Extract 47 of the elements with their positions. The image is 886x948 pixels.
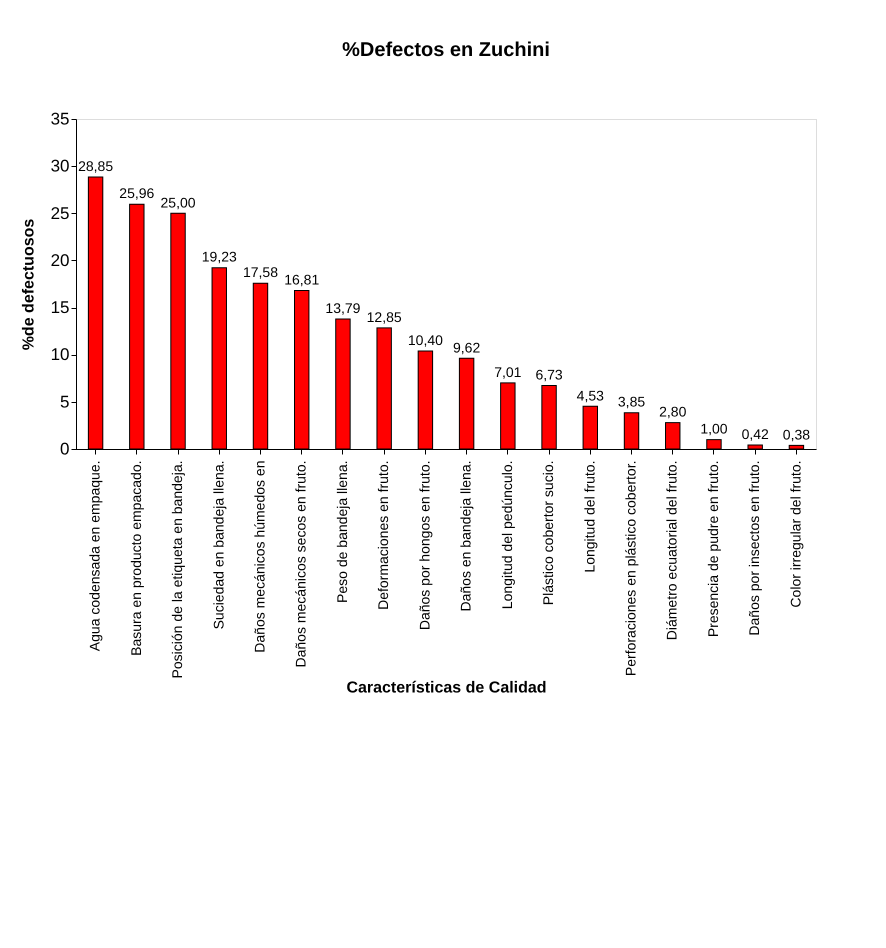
data-label: 25,96 xyxy=(119,185,155,202)
data-label: 25,00 xyxy=(160,194,196,210)
x-tick-label: Plástico cobertor sucio. xyxy=(540,460,556,606)
data-label: 4,53 xyxy=(576,387,604,404)
data-label: 13,79 xyxy=(325,300,361,316)
data-label: 0,38 xyxy=(782,426,810,442)
x-tick-label: Color irregular del fruto. xyxy=(787,460,804,608)
data-label: 16,81 xyxy=(284,272,320,288)
y-tick-label: 35 xyxy=(50,110,70,128)
y-tick-label: 10 xyxy=(50,345,70,364)
x-tick-label: Diámetro ecuatorial del fruto. xyxy=(664,460,680,640)
x-tick-label: Perforaciones en plástico cobertor. xyxy=(622,460,639,676)
data-label: 6,73 xyxy=(535,366,563,383)
y-tick-label: 25 xyxy=(50,204,70,223)
y-tick-label: 0 xyxy=(60,440,70,458)
y-tick-label: 5 xyxy=(60,392,70,412)
data-label: 0,42 xyxy=(742,426,770,442)
x-tick-label: Daños por insectos en fruto. xyxy=(746,460,762,636)
chart-title: %Defectos en Zuchini xyxy=(342,39,550,61)
data-label: 17,58 xyxy=(242,264,278,280)
data-label: 28,85 xyxy=(78,158,114,174)
x-tick-label: Daños por hongos en fruto. xyxy=(416,460,432,630)
data-label: 10,40 xyxy=(408,332,444,348)
x-tick-label: Suciedad en bandeja llena. xyxy=(210,460,226,630)
data-label: 9,62 xyxy=(452,339,480,356)
x-tick-label: Peso de bandeja llena. xyxy=(334,460,350,603)
data-label: 3,85 xyxy=(618,394,646,410)
data-label: 19,23 xyxy=(202,248,237,265)
data-label: 7,01 xyxy=(494,364,522,380)
y-tick-label: 20 xyxy=(50,250,70,270)
x-tick-label: Longitud del pedúnculo. xyxy=(498,460,515,610)
x-tick-label: Longitud del fruto. xyxy=(581,460,598,573)
x-tick-label: Posición de la etiqueta en bandeja. xyxy=(169,460,186,678)
x-tick-label: Basura en producto empacado. xyxy=(128,460,144,656)
x-tick-label: Daños en bandeja llena. xyxy=(458,460,474,612)
x-axis-title: Características de Calidad xyxy=(346,680,547,696)
x-tick-label: Presencia de pudre en fruto. xyxy=(704,460,721,638)
y-tick-label: 15 xyxy=(50,298,70,318)
x-tick-label: Agua codensada en empaque. xyxy=(86,460,103,652)
y-tick-label: 30 xyxy=(50,156,70,176)
x-tick-label: Deformaciones en fruto. xyxy=(375,460,392,610)
x-tick-label: Daños mecánicos húmedos en xyxy=(251,460,268,653)
y-axis-title: %de defectuosos xyxy=(20,218,38,350)
data-label: 2,80 xyxy=(659,404,687,420)
data-label: 12,85 xyxy=(366,308,402,325)
x-tick-label: Daños mecánicos secos en fruto. xyxy=(292,460,309,668)
data-label: 1,00 xyxy=(700,420,728,437)
